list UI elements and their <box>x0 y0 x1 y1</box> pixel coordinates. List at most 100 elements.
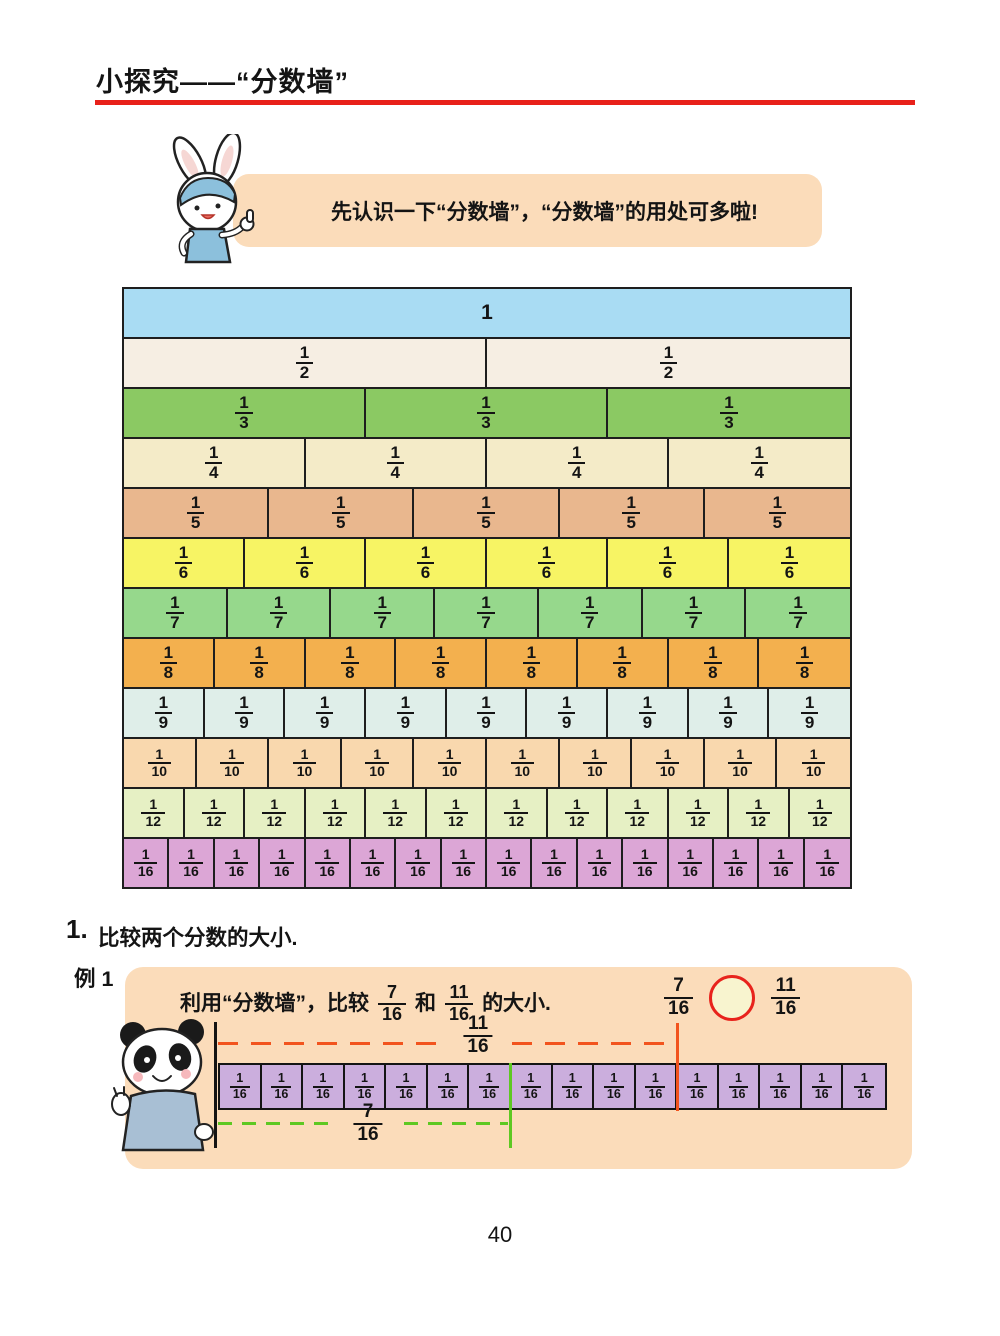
dashed-line-11-16 <box>512 1042 676 1046</box>
rabbit-mascot-icon <box>172 134 255 264</box>
comparison-circle[interactable] <box>709 975 756 1021</box>
wall-brick: 1 10 <box>487 739 560 787</box>
wall-brick: 1 16 <box>260 839 306 887</box>
fraction-1-12: 1 12 <box>322 796 347 829</box>
strip-brick-1-16: 1 16 <box>802 1065 844 1108</box>
fraction-1-16: 1 16 <box>406 846 430 879</box>
fraction-7-16: 7 16 <box>378 982 407 1024</box>
wall-brick: 1 16 <box>487 839 533 887</box>
fraction-7-16: 7 16 <box>353 1101 383 1145</box>
strip-brick-1-16: 1 16 <box>511 1065 553 1108</box>
strip-brick-1-16: 1 16 <box>553 1065 595 1108</box>
page-title: 小探究——“分数墙” <box>96 67 349 97</box>
fraction-1-12: 1 12 <box>443 796 468 829</box>
wall-brick: 1 16 <box>669 839 714 887</box>
wall-brick: 1 12 <box>306 789 366 837</box>
wall-brick: 1 12 <box>548 789 608 837</box>
wall-row-1-16: 1 16 1 16 1 16 1 16 1 16 1 16 1 16 1 16 1 16 1 16 1 16 1 16 1 16 1… <box>124 839 850 887</box>
marker-line-11-16 <box>676 1023 680 1111</box>
fraction-1-12: 1 12 <box>625 796 650 829</box>
wall-brick: 1 12 <box>487 789 548 837</box>
fraction-1-10: 1 10 <box>365 746 389 779</box>
strip-brick-1-16: 1 16 <box>345 1065 387 1108</box>
fraction-1-16: 1 16 <box>229 1071 250 1101</box>
strip-brick-1-16: 1 16 <box>469 1065 511 1108</box>
strip-brick-1-16: 1 16 <box>594 1065 636 1108</box>
fraction-1-16: 1 16 <box>723 846 748 879</box>
wall-brick: 1 10 <box>705 739 778 787</box>
fraction-1-16: 1 16 <box>815 846 840 879</box>
diagram-baseline <box>214 1022 217 1148</box>
wall-row-1: 1 <box>124 289 850 339</box>
fraction-1-10: 1 10 <box>510 746 535 779</box>
example1-label: 例 1 <box>74 967 114 991</box>
section-number: 1. <box>66 914 88 944</box>
fraction-1-16: 1 16 <box>437 1071 458 1101</box>
wall-brick: 1 12 <box>124 789 185 837</box>
strip-brick-1-16: 1 16 <box>760 1065 802 1108</box>
wall-brick: 1 12 <box>185 789 245 837</box>
fraction-1-16: 1 16 <box>496 846 521 879</box>
fraction-1-16: 1 16 <box>396 1071 416 1101</box>
fraction-1-12: 1 12 <box>807 796 832 829</box>
fraction-1-16: 1 16 <box>854 1071 875 1101</box>
fraction-1-16: 1 16 <box>687 1071 707 1101</box>
page-number: 40 <box>487 1222 513 1247</box>
fraction-1-16: 1 16 <box>728 1071 749 1101</box>
answer-fraction-right: 11 16 <box>771 976 801 1019</box>
problem-middle: 和 <box>415 992 437 1015</box>
fraction-11-16: 11 16 <box>771 976 801 1019</box>
wall-brick: 1 16 <box>578 839 624 887</box>
fraction-1-12: 1 12 <box>262 796 287 829</box>
strip-brick-1-16: 1 16 <box>719 1065 761 1108</box>
problem-fraction-a: 7 16 <box>378 980 407 1024</box>
wall-brick: 1 16 <box>442 839 487 887</box>
strip-brick-1-16: 1 16 <box>636 1065 678 1108</box>
strip-brick-1-16: 1 16 <box>262 1065 304 1108</box>
strip-brick-1-16: 1 16 <box>303 1065 345 1108</box>
fraction-1-10: 1 10 <box>583 746 607 779</box>
